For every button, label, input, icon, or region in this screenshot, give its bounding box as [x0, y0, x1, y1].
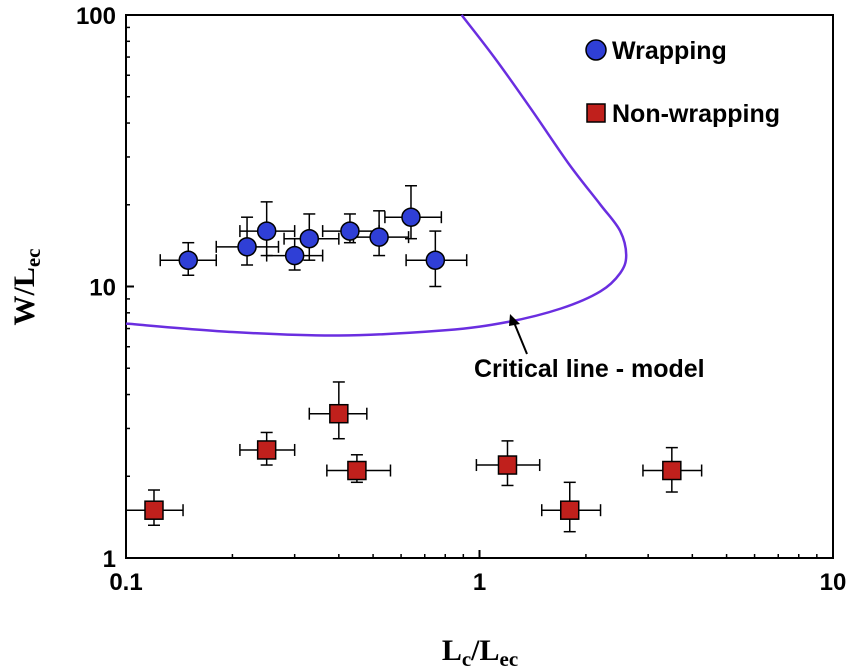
data-point-non-wrapping — [559, 500, 580, 520]
data-point-wrapping — [369, 227, 389, 247]
data-point-non-wrapping — [662, 460, 682, 481]
annotation-arrow-head — [509, 314, 520, 326]
data-point-non-wrapping — [497, 455, 518, 475]
data-point-non-wrapping — [256, 440, 277, 460]
x-axis-title: Lc/Lec — [442, 634, 518, 666]
annotation-text: Critical line - model — [474, 355, 705, 383]
data-point-wrapping — [256, 221, 277, 241]
x-tick-label: 10 — [820, 569, 847, 596]
data-point-non-wrapping — [144, 500, 164, 520]
y-tick-label: 100 — [76, 3, 116, 30]
data-point-wrapping — [340, 221, 360, 241]
critical-line-model — [125, 14, 628, 337]
data-point-wrapping — [284, 245, 305, 266]
annotation: Critical line - model — [474, 314, 705, 383]
data-point-wrapping — [178, 250, 198, 270]
data-point-wrapping — [401, 207, 421, 227]
legend-marker-non-wrapping — [586, 103, 606, 123]
model-curve-layer — [125, 14, 628, 337]
x-tick-label: 0.1 — [109, 569, 142, 596]
markers-layer — [144, 207, 682, 520]
data-point-wrapping — [425, 250, 446, 270]
data-point-non-wrapping — [329, 403, 349, 424]
error-bar-non-wrapping — [308, 381, 368, 440]
y-tick-label: 1 — [103, 546, 116, 573]
x-tick-label: 1 — [473, 569, 486, 596]
annotation-arrow — [512, 319, 528, 355]
legend: Wrapping Non-wrapping — [585, 37, 780, 128]
data-point-non-wrapping — [347, 460, 367, 481]
y-tick-label: 10 — [89, 275, 116, 302]
legend-label-wrapping: Wrapping — [612, 37, 727, 65]
legend-marker-wrapping — [585, 39, 607, 61]
data-point-wrapping — [299, 228, 320, 249]
data-point-wrapping — [237, 237, 257, 257]
y-axis-title: W/Lec — [8, 248, 45, 325]
legend-label-non-wrapping: Non-wrapping — [612, 100, 780, 128]
plot-area — [125, 14, 834, 559]
